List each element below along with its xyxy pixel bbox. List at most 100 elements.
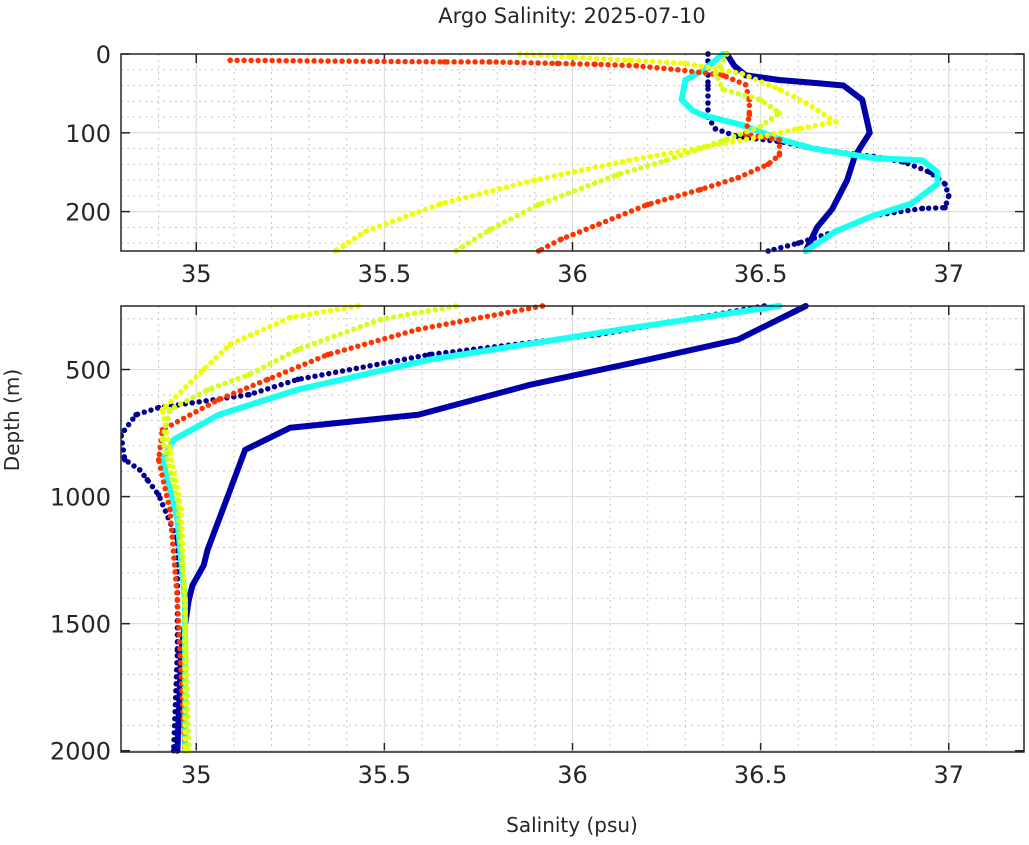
profile-red-point: [644, 201, 651, 208]
profile-yellow-point: [795, 126, 802, 132]
profile-cyan-point: [690, 107, 696, 114]
x-tick-label: 37: [933, 761, 964, 789]
profile-red-point: [167, 507, 173, 513]
profile-cyan-point: [833, 228, 839, 235]
x-tick-label: 35.5: [358, 260, 411, 288]
upper-panel: 35 35.5 36 36.5 37 0 100 200: [65, 41, 1025, 288]
x-tick-label: 35: [181, 260, 212, 288]
profile-cyan-point: [426, 356, 433, 363]
y-tick-label: 500: [65, 357, 111, 385]
profile-blue-solid-point: [866, 130, 873, 136]
profile-cyan-point: [678, 96, 685, 103]
profile-navy-dotted-point: [295, 376, 301, 383]
profile-red-point: [633, 63, 640, 69]
profile-red-point: [227, 57, 233, 64]
profile-yellow-upper: [332, 51, 839, 254]
profile-blue-solid-point: [814, 224, 820, 231]
profile-yellow-green-point: [174, 497, 181, 503]
series-group: [121, 303, 809, 754]
profile-yellow-point: [626, 57, 632, 64]
profile-yellow-point: [362, 228, 369, 235]
profile-cyan-point: [934, 181, 941, 187]
profile-navy-dotted-point: [795, 240, 802, 246]
profile-cyan-point: [870, 155, 877, 161]
profile-yellow-point: [438, 200, 444, 207]
profile-red-point: [554, 60, 561, 67]
profile-yellow-green-point: [757, 123, 764, 130]
profile-red-point: [675, 66, 681, 73]
lower-panel: 35 35.5 36 36.5 37 500 1000 1500 2000: [50, 303, 1025, 789]
profile-blue-solid-point: [415, 411, 422, 418]
chart-title: Argo Salinity: 2025-07-10: [438, 4, 705, 28]
profile-navy-dotted-point: [919, 205, 926, 212]
profile-red-point: [264, 376, 271, 383]
x-axis-label: Salinity (psu): [506, 813, 638, 837]
y-tick-label: 100: [65, 120, 111, 148]
y-tick-label: 0: [96, 41, 111, 69]
profile-yellow-green-point: [204, 387, 211, 393]
profile-red-point: [441, 59, 448, 65]
profile-yellow-point: [200, 366, 207, 373]
profile-navy-dotted-point: [945, 193, 952, 199]
profile-yellow-green-point: [535, 201, 542, 208]
profile-red-point: [415, 326, 422, 333]
profile-yellow-point: [287, 314, 294, 321]
profile-yellow-point: [227, 341, 233, 348]
profile-yellow-green-point: [377, 316, 384, 323]
profile-navy-dotted-point: [155, 492, 162, 498]
profile-red-point: [486, 59, 493, 65]
y-tick-label: 2000: [50, 738, 111, 766]
profile-blue-solid-point: [189, 582, 196, 589]
series-group: [227, 51, 952, 254]
profile-blue-solid-point: [644, 356, 651, 363]
profile-red-point: [765, 161, 771, 168]
profile-navy-dotted-point: [426, 351, 433, 358]
profile-yellow-green-point: [614, 171, 621, 178]
profile-yellow-green-point: [776, 110, 783, 116]
profile-navy-dotted-point: [137, 467, 143, 473]
profile-yellow-green-point: [720, 86, 726, 93]
profile-cyan-point: [682, 77, 689, 83]
axes-box: [120, 53, 1025, 252]
profile-blue-solid-point: [227, 487, 233, 493]
profile-cyan-point: [810, 145, 817, 152]
profile-blue-solid-point: [204, 547, 211, 553]
profile-red-point: [216, 396, 222, 403]
y-tick-label: 1000: [50, 484, 111, 512]
x-tick-label: 36.5: [734, 260, 787, 288]
profile-navy-dotted-point: [705, 82, 711, 89]
profile-yellow-point: [682, 60, 689, 67]
profile-yellow-point: [833, 118, 839, 125]
profile-cyan-point: [618, 326, 625, 333]
profile-red-point: [325, 351, 331, 358]
x-tick-label: 36.5: [734, 761, 787, 789]
profile-red-lower: [155, 303, 546, 754]
profile-yellow-green-point: [720, 137, 726, 144]
y-tick-label: 1500: [50, 611, 111, 639]
profile-yellow-point: [739, 70, 745, 77]
profile-yellow-point: [776, 86, 783, 93]
profile-yellow-green-point: [663, 157, 670, 164]
profile-blue-solid-point: [735, 336, 741, 343]
profile-navy-dotted-point: [144, 477, 151, 483]
profile-cyan-point: [216, 411, 222, 418]
profile-navy-dotted-point: [121, 456, 128, 463]
x-tick-label: 36: [557, 260, 588, 288]
profile-cyan-lower: [159, 303, 783, 754]
profile-red-point: [735, 174, 741, 181]
profile-yellow-green-point: [757, 96, 764, 103]
profile-yellow-point: [802, 100, 809, 106]
x-tick-label: 35.5: [358, 761, 411, 789]
profile-yellow-green-point: [246, 371, 252, 378]
profile-blue-solid-point: [200, 562, 207, 569]
profile-cyan-point: [701, 112, 707, 119]
y-tick-label: 200: [65, 199, 111, 227]
profile-blue-solid-point: [528, 381, 534, 388]
profile-blue-solid-point: [859, 96, 866, 103]
profile-red-point: [742, 81, 749, 88]
y-axis-label: Depth (m): [0, 369, 24, 471]
profile-red-point: [776, 152, 783, 158]
profile-navy-dotted-point: [246, 391, 252, 398]
profile-yellow-green-point: [486, 226, 493, 233]
